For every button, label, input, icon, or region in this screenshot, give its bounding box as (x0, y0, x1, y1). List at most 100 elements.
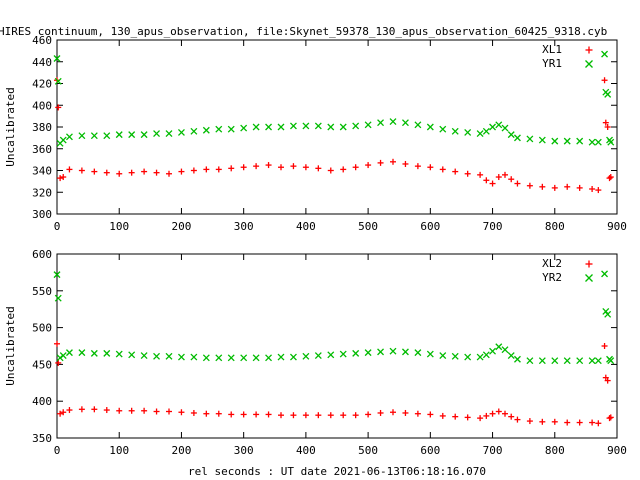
data-point (128, 169, 135, 176)
data-point (489, 180, 496, 187)
y-tick-label: 600 (32, 248, 52, 261)
data-point (215, 125, 223, 133)
data-point (513, 134, 521, 142)
data-point (116, 407, 123, 414)
x-tick-label: 0 (54, 444, 61, 457)
data-point (253, 411, 260, 418)
data-point (426, 123, 434, 131)
data-point (588, 357, 596, 365)
y-tick-label: 450 (32, 358, 52, 371)
data-point (377, 348, 385, 356)
data-point (66, 166, 73, 173)
bottom-plot-frame (56, 253, 618, 439)
data-point (606, 175, 613, 182)
data-point (78, 349, 86, 357)
x-tick-label: 400 (296, 444, 316, 457)
data-point (227, 125, 235, 133)
data-point (278, 164, 284, 171)
data-point (277, 353, 285, 361)
data-point (495, 343, 503, 351)
data-point (539, 183, 546, 190)
data-point (489, 123, 497, 131)
y-tick-label: 380 (32, 121, 52, 134)
y-tick-label: 340 (32, 165, 52, 178)
data-point (601, 270, 609, 278)
bottom-x-ticks: 0 100 200 300 400 500 600 700 800 900 (54, 254, 627, 457)
data-point (227, 354, 235, 362)
y-tick-label: 440 (32, 56, 52, 69)
data-point (477, 415, 484, 422)
data-point (289, 353, 297, 361)
data-point (128, 131, 136, 139)
y-tick-label: 550 (32, 285, 52, 298)
data-point (352, 122, 360, 130)
data-point (315, 412, 322, 419)
data-point (315, 165, 322, 172)
data-point (607, 174, 614, 181)
data-point (302, 412, 309, 419)
data-point (576, 137, 584, 145)
data-point (601, 50, 609, 58)
data-point (601, 77, 608, 84)
data-point (190, 353, 198, 361)
data-point (495, 408, 502, 415)
data-point (483, 177, 490, 184)
data-point (365, 411, 372, 418)
legend-label-xl2: XL2 (542, 257, 562, 270)
data-point (514, 180, 521, 187)
data-point (601, 343, 608, 349)
data-point (103, 169, 110, 176)
x-tick-label: 100 (109, 220, 129, 233)
data-point (140, 131, 148, 139)
y-tick-label: 500 (32, 322, 52, 335)
data-point (302, 122, 310, 130)
x-tick-label: 800 (545, 444, 565, 457)
data-point (390, 409, 396, 416)
data-point (265, 162, 272, 169)
data-point (215, 354, 223, 362)
data-point (414, 410, 421, 417)
data-point (476, 353, 484, 361)
data-point (604, 124, 611, 130)
data-point (115, 131, 123, 139)
data-point (595, 187, 602, 194)
data-point (564, 183, 571, 190)
data-point (576, 419, 583, 426)
top-x-ticks: 0 100 200 300 400 500 600 700 800 900 (54, 40, 627, 233)
x-tick-label: 100 (109, 444, 129, 457)
x-tick-label: 500 (358, 444, 378, 457)
data-point (483, 412, 490, 419)
series-yr1 (53, 50, 615, 147)
data-point (203, 166, 210, 173)
x-tick-label: 900 (607, 220, 627, 233)
data-point (327, 123, 335, 131)
data-point (128, 351, 136, 359)
top-plot-frame (56, 39, 618, 215)
legend-marker-xl1 (585, 46, 593, 54)
data-point (178, 168, 185, 175)
x-tick-label: 300 (234, 444, 254, 457)
x-tick-label: 900 (607, 444, 627, 457)
data-point (290, 163, 297, 170)
data-point (508, 413, 515, 420)
data-point (327, 412, 334, 419)
x-tick-label: 200 (172, 444, 192, 457)
data-point (377, 159, 384, 166)
data-point (439, 412, 446, 419)
data-point (402, 409, 409, 416)
data-point (538, 357, 546, 365)
data-point (103, 349, 111, 357)
data-point (364, 349, 372, 357)
data-point (78, 406, 85, 413)
data-point (202, 354, 210, 362)
y-tick-label: 350 (32, 432, 52, 445)
legend-label-yr2: YR2 (542, 271, 562, 284)
data-point (116, 170, 123, 177)
data-point (604, 310, 612, 318)
data-point (588, 138, 596, 146)
data-point (141, 407, 148, 414)
data-point (203, 410, 210, 417)
data-point (177, 128, 185, 136)
data-point (595, 420, 602, 427)
data-point (177, 353, 185, 361)
